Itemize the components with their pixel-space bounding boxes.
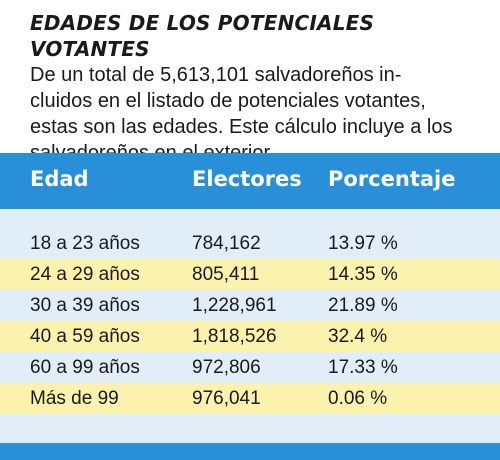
cell-electores: 972,806	[192, 357, 261, 378]
bottom-divider	[0, 443, 500, 460]
cell-porcentaje: 0.06 %	[328, 388, 388, 409]
table-body: 18 a 23 años 784,162 13.97 % 24 a 29 año…	[0, 228, 500, 414]
cell-edad: 30 a 39 años	[30, 295, 140, 316]
cell-electores: 784,162	[192, 233, 261, 254]
cell-porcentaje: 17.33 %	[328, 357, 398, 378]
cell-edad: 40 a 59 años	[30, 326, 140, 347]
page-title: EDADES DE LOS POTENCIALES VOTANTES	[30, 11, 375, 61]
header: EDADES DE LOS POTENCIALES VOTANTES De un…	[30, 10, 490, 166]
cell-porcentaje: 14.35 %	[328, 264, 398, 285]
table-row: 24 a 29 años 805,411 14.35 %	[0, 259, 500, 290]
cell-edad: 24 a 29 años	[30, 264, 140, 285]
cell-electores: 1,228,961	[192, 295, 277, 316]
cell-electores: 1,818,526	[192, 326, 277, 347]
cell-edad: 18 a 23 años	[30, 233, 140, 254]
table-row: Más de 99 976,041 0.06 %	[0, 383, 500, 414]
data-table: Edad Electores Porcentaje 18 a 23 años 7…	[0, 153, 500, 460]
cell-electores: 976,041	[192, 388, 261, 409]
cell-porcentaje: 21.89 %	[328, 295, 398, 316]
table-row: 30 a 39 años 1,228,961 21.89 %	[0, 290, 500, 321]
cell-edad: 60 a 99 años	[30, 357, 140, 378]
cell-edad: Más de 99	[30, 388, 119, 409]
intro-text: De un total de 5,613,101 salvadoreños in…	[30, 64, 453, 164]
table-header: Edad Electores Porcentaje	[0, 153, 500, 209]
table-row: 60 a 99 años 972,806 17.33 %	[0, 352, 500, 383]
cell-electores: 805,411	[192, 264, 260, 285]
header-porcentaje: Porcentaje	[328, 167, 456, 191]
header-edad: Edad	[30, 167, 89, 191]
cell-porcentaje: 32.4 %	[328, 326, 388, 347]
cell-porcentaje: 13.97 %	[328, 233, 398, 254]
header-electores: Electores	[192, 167, 302, 191]
table-row: 40 a 59 años 1,818,526 32.4 %	[0, 321, 500, 352]
table-row: 18 a 23 años 784,162 13.97 %	[0, 228, 500, 259]
